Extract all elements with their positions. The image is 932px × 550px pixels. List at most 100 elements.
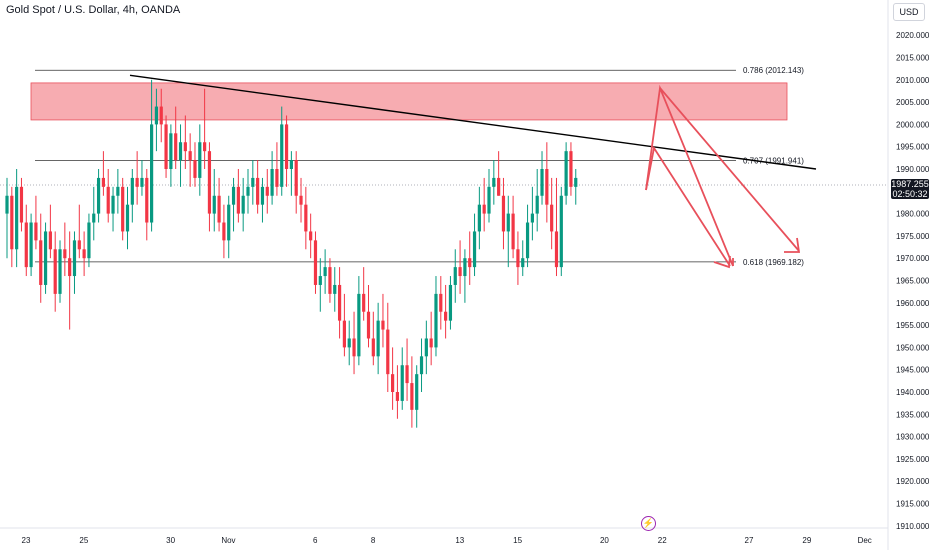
candle — [410, 356, 414, 428]
y-tick-label: 1965.000 — [896, 277, 930, 286]
candle — [458, 240, 462, 294]
candle-body — [328, 267, 332, 294]
candle-body — [53, 249, 57, 294]
candle — [270, 151, 274, 205]
candle-body — [43, 231, 48, 285]
candle — [53, 231, 57, 312]
candle-body — [92, 213, 96, 223]
candle — [444, 284, 448, 339]
candle — [116, 169, 120, 214]
candle — [362, 267, 366, 321]
candle-body — [352, 338, 356, 357]
y-tick-label: 1935.000 — [896, 410, 930, 419]
candle — [10, 186, 14, 268]
x-tick-label: 8 — [371, 536, 376, 545]
candle — [313, 231, 318, 294]
candle-body — [309, 231, 313, 241]
candle-body — [333, 284, 337, 294]
candle-body — [434, 293, 438, 348]
candle-body — [188, 151, 192, 161]
y-tick-label: 2010.000 — [896, 76, 930, 85]
candle-body — [391, 374, 395, 392]
x-tick-label: 29 — [802, 536, 811, 545]
candle — [198, 124, 202, 196]
candle — [164, 115, 168, 178]
arrow-head-outer — [784, 237, 801, 253]
candle-body — [516, 249, 520, 268]
candle — [429, 311, 433, 366]
candle-body — [24, 222, 28, 268]
x-tick-label: 6 — [313, 536, 318, 545]
candle — [82, 231, 86, 277]
candle-body — [154, 106, 159, 125]
candle-body — [400, 365, 404, 401]
projection-arrow-short — [645, 145, 731, 267]
candle — [521, 240, 525, 277]
candle — [178, 124, 183, 187]
candle — [145, 169, 149, 241]
x-tick-label: 13 — [455, 536, 464, 545]
x-tick-label: 27 — [745, 536, 754, 545]
lightning-icon[interactable]: ⚡ — [641, 516, 656, 531]
candle-body — [121, 186, 125, 232]
candle-body — [299, 195, 303, 205]
candle-body — [39, 240, 43, 285]
currency-button[interactable]: USD — [893, 3, 925, 21]
last-price-tag: 1987.255 02:50:32 — [891, 179, 929, 199]
candle-body — [183, 142, 187, 152]
x-tick-label: 15 — [513, 536, 522, 545]
candle-body — [337, 284, 342, 321]
candle-body — [284, 124, 289, 169]
candle — [251, 160, 255, 205]
y-tick-label: 1950.000 — [896, 343, 930, 352]
candle — [391, 347, 395, 410]
candle — [130, 169, 134, 223]
candle-body — [15, 186, 19, 250]
candle-body — [96, 177, 101, 214]
candle-body — [260, 186, 265, 205]
candle — [280, 106, 284, 196]
candle — [77, 204, 81, 259]
candle — [29, 213, 33, 277]
candle — [188, 133, 192, 187]
candle-body — [217, 195, 221, 223]
candle — [174, 106, 178, 169]
candle-body — [222, 222, 226, 241]
candle-body — [439, 293, 443, 312]
y-tick-label: 1930.000 — [896, 433, 930, 442]
x-tick-label: 30 — [166, 536, 175, 545]
x-tick-label: 22 — [658, 536, 667, 545]
candle-body — [472, 231, 477, 268]
candle-body — [58, 249, 62, 294]
candle — [477, 186, 481, 250]
candle-body — [169, 133, 173, 169]
candle-body — [424, 338, 428, 357]
y-tick-label: 1925.000 — [896, 455, 930, 464]
candle — [564, 142, 568, 205]
candle — [193, 142, 197, 187]
y-tick-label: 2020.000 — [896, 31, 930, 40]
candle-body — [405, 365, 409, 384]
candle — [415, 365, 419, 428]
candle — [540, 151, 544, 205]
candle — [207, 142, 212, 232]
candle-body — [270, 169, 274, 196]
candle-body — [550, 204, 554, 232]
candle — [96, 169, 101, 223]
x-tick-label: Dec — [858, 536, 872, 545]
candle-body — [448, 284, 453, 321]
candle — [135, 151, 139, 205]
candle — [299, 177, 303, 223]
candle — [72, 231, 77, 294]
candle-body — [468, 258, 472, 268]
y-tick-label: 1990.000 — [896, 165, 930, 174]
candle — [203, 88, 207, 169]
candle-body — [174, 133, 178, 161]
candle-body — [318, 276, 322, 285]
candle-body — [87, 222, 91, 259]
candle — [265, 169, 269, 214]
candle — [386, 302, 390, 392]
candle-body — [477, 204, 481, 232]
candle-body — [506, 213, 510, 232]
